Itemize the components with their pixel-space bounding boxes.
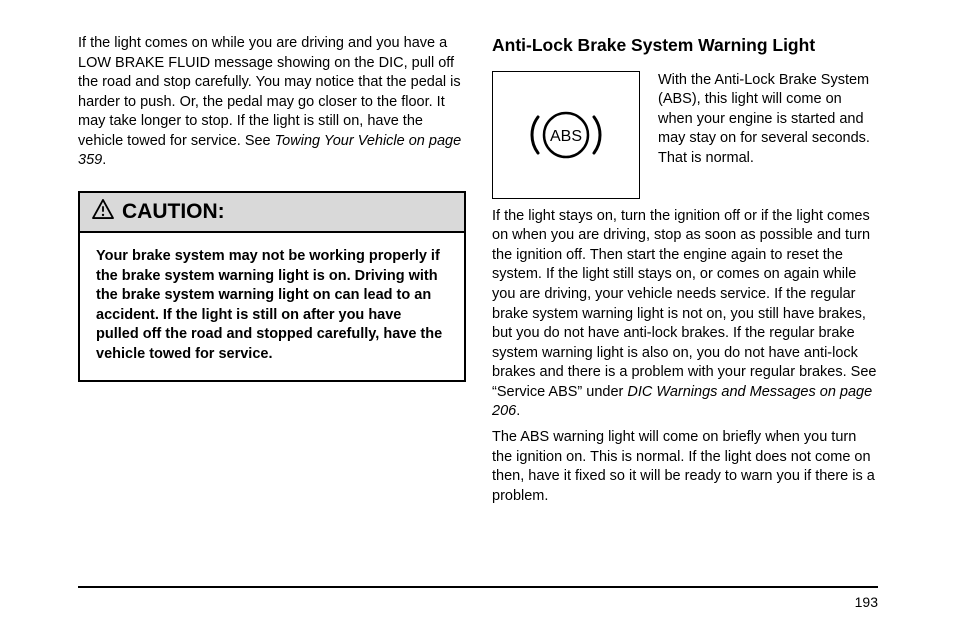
abs-heading: Anti-Lock Brake System Warning Light	[492, 34, 880, 57]
caution-body-text: Your brake system may not be working pro…	[80, 233, 464, 380]
page-number: 193	[855, 594, 878, 610]
warning-triangle-icon	[92, 199, 114, 225]
caution-header: CAUTION:	[80, 193, 464, 233]
abs-side-text: With the Anti-Lock Brake System (ABS), t…	[658, 71, 880, 169]
intro-end: .	[102, 152, 106, 168]
caution-label: CAUTION:	[122, 200, 225, 224]
brake-fluid-paragraph: If the light comes on while you are driv…	[78, 34, 466, 171]
abs-paragraph-2: The ABS warning light will come on brief…	[492, 428, 880, 506]
abs-icon-label: ABS	[550, 128, 582, 145]
abs-p1-text: If the light stays on, turn the ignition…	[492, 208, 876, 400]
abs-warning-icon: ABS	[518, 109, 614, 161]
abs-icon-row: ABS With the Anti-Lock Brake System (ABS…	[492, 71, 880, 199]
footer-rule	[78, 586, 878, 588]
caution-box: CAUTION: Your brake system may not be wo…	[78, 191, 466, 382]
intro-text: If the light comes on while you are driv…	[78, 35, 461, 149]
abs-p1-end: .	[516, 403, 520, 419]
abs-icon-box: ABS	[492, 71, 640, 199]
left-column: If the light comes on while you are driv…	[78, 34, 466, 506]
right-column: Anti-Lock Brake System Warning Light ABS…	[492, 34, 880, 506]
abs-paragraph-1: If the light stays on, turn the ignition…	[492, 207, 880, 422]
page-content: If the light comes on while you are driv…	[0, 0, 954, 506]
